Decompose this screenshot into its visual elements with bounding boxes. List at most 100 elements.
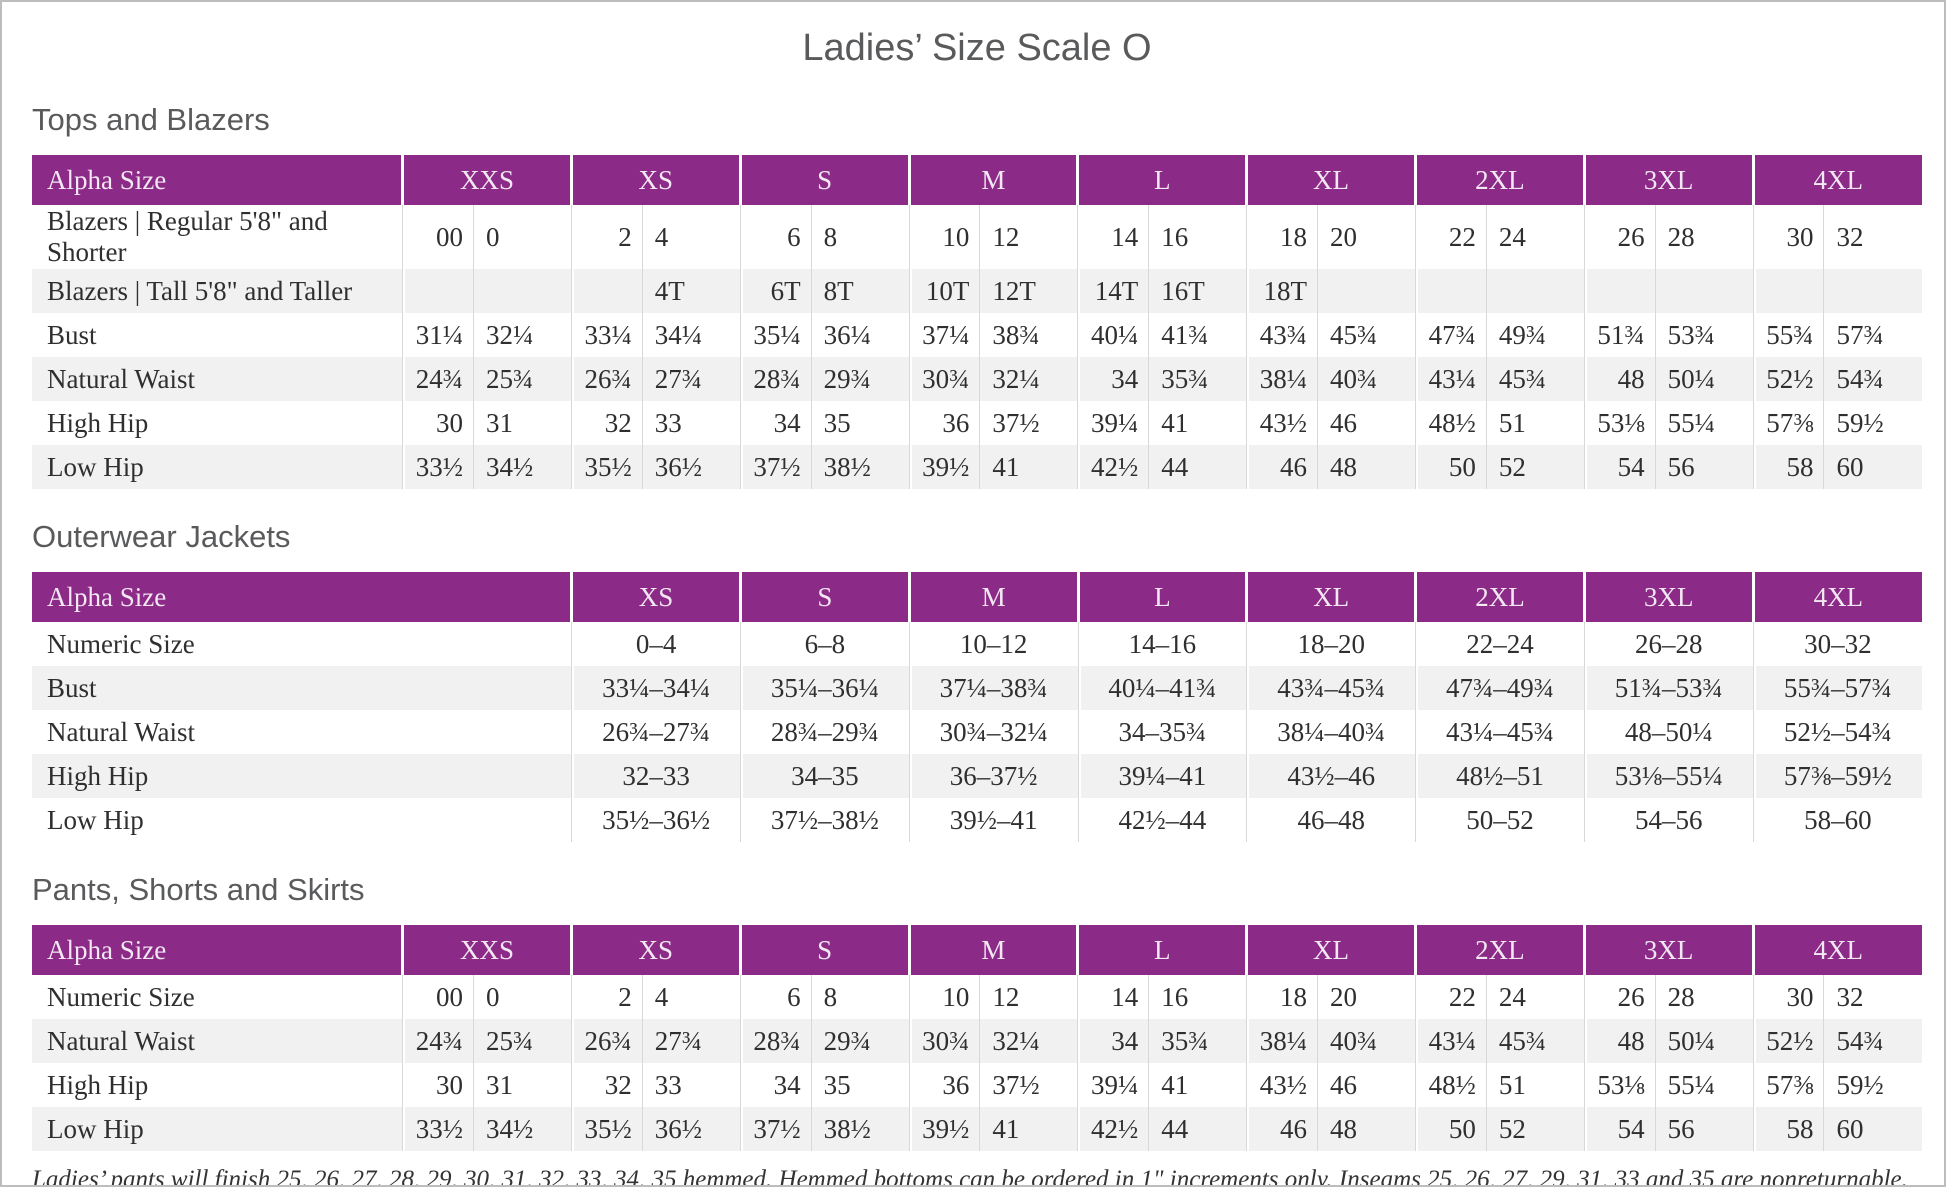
size-cell [570,269,643,313]
row-label: Numeric Size [32,622,572,666]
size-cell: 30 [402,1063,474,1107]
size-range-cell: 42½–44 [1077,798,1247,842]
size-cell: 24 [1485,205,1585,269]
size-cell: 35¾ [1148,1019,1247,1063]
size-cell: 39¼ [1077,1063,1149,1107]
size-cell: 48 [1583,1019,1656,1063]
size-header-row: Alpha Size XS S M L XL 2XL 3XL 4XL [32,572,1922,622]
alpha-size-header: Alpha Size [32,572,572,622]
size-cell: 53⅛ [1583,1063,1656,1107]
size-column-header-2xl: 2XL [1414,572,1585,622]
size-cell: 33½ [402,445,474,489]
size-range-cell: 35½–36½ [571,798,741,842]
size-cell: 4T [641,269,741,313]
size-range-cell: 40¼–41¾ [1077,666,1247,710]
size-column-header-3xl: 3XL [1582,925,1754,975]
size-cell: 33 [641,401,741,445]
size-column-header-l: L [1076,155,1247,205]
size-cell: 32¼ [472,313,572,357]
size-cell: 35 [810,1063,909,1107]
size-cell: 8T [810,269,909,313]
size-cell: 20 [1317,975,1416,1019]
size-cell: 16 [1148,205,1247,269]
size-cell: 48 [1317,1107,1416,1151]
size-cell: 52 [1485,1107,1585,1151]
size-cell: 28 [1654,975,1754,1019]
table-row: Numeric Size 00 0 2 4 6 8 10 12 14 16 18 20 22 24 26 28 3… [32,975,1922,1019]
size-cell: 46 [1317,401,1416,445]
size-range-cell: 48½–51 [1415,754,1585,798]
size-cell: 16 [1148,975,1247,1019]
size-cell: 10 [908,205,980,269]
table-row: Blazers | Regular 5'8" and Shorter 00 0 2 4 6… [32,205,1922,269]
size-range-cell: 58–60 [1752,798,1922,842]
size-cell: 2 [570,975,643,1019]
size-cell: 28¾ [739,357,812,401]
size-cell: 40¼ [1077,313,1149,357]
section-heading-outerwear-jackets: Outerwear Jackets [32,519,291,554]
size-cell: 36½ [641,445,741,489]
size-cell: 55¼ [1654,401,1754,445]
size-cell: 40¾ [1317,357,1416,401]
size-cell: 57⅜ [1752,1063,1824,1107]
size-cell: 26¾ [570,357,643,401]
size-cell: 60 [1823,445,1922,489]
size-cell: 51 [1485,401,1585,445]
table-row: Bust 31¼ 32¼ 33¼ 34¼ 35¼ 36¼ 37¼ 38¾ 40¼ 41¾ 43¾ 45¾… [32,313,1922,357]
size-cell: 30 [1752,205,1824,269]
size-cell: 34 [1077,357,1149,401]
size-cell: 29¾ [810,357,909,401]
size-cell: 34 [739,1063,812,1107]
size-cell: 29¾ [810,1019,909,1063]
table-row: Low Hip 33½ 34½ 35½ 36½ 37½ 38½ 39½ 41 42½ 44 46 48 5… [32,445,1922,489]
size-range-cell: 34–35¾ [1077,710,1247,754]
size-cell: 4 [641,205,741,269]
size-range-cell: 48–50¼ [1583,710,1754,754]
size-column-header-4xl: 4XL [1751,572,1922,622]
alpha-size-header: Alpha Size [32,925,403,975]
size-cell: 53¾ [1654,313,1754,357]
size-cell: 39½ [908,1107,980,1151]
size-range-cell: 18–20 [1246,622,1416,666]
size-cell: 48½ [1414,401,1487,445]
size-range-cell: 26¾–27¾ [571,710,741,754]
size-column-header-2xl: 2XL [1413,155,1585,205]
size-cell: 59½ [1823,1063,1922,1107]
table-row: Low Hip 33½ 34½ 35½ 36½ 37½ 38½ 39½ 41 42½ 44 46 48 5… [32,1107,1922,1151]
size-cell: 30 [402,401,474,445]
row-label: Numeric Size [32,975,403,1019]
size-cell: 54 [1583,445,1656,489]
size-cell: 41 [1148,401,1247,445]
size-range-cell: 28¾–29¾ [739,710,910,754]
size-range-cell: 55¾–57¾ [1752,666,1922,710]
size-cell: 26¾ [570,1019,643,1063]
table-row: Natural Waist 24¾ 25¾ 26¾ 27¾ 28¾ 29¾ 30¾ 32¼ 34 3… [32,1019,1922,1063]
size-column-header-s: S [738,925,909,975]
size-cell: 33½ [402,1107,474,1151]
row-label: Natural Waist [32,357,403,401]
size-cell: 12 [979,975,1078,1019]
size-cell: 52½ [1752,357,1824,401]
size-range-cell: 30–32 [1752,622,1922,666]
size-cell: 30¾ [908,1019,980,1063]
size-cell: 59½ [1823,401,1922,445]
size-cell: 41 [979,1107,1078,1151]
size-range-cell: 33¼–34¼ [571,666,741,710]
size-cell: 35½ [570,1107,643,1151]
footnote: Ladies’ pants will finish 25, 26, 27, 28… [32,1166,1908,1187]
size-column-header-l: L [1076,572,1247,622]
size-cell: 33¼ [570,313,643,357]
size-cell [1752,269,1824,313]
size-cell: 26 [1583,975,1656,1019]
alpha-size-header: Alpha Size [32,155,403,205]
size-cell [1317,269,1416,313]
size-cell: 58 [1752,1107,1824,1151]
size-cell: 6 [739,975,812,1019]
section-heading-tops-and-blazers: Tops and Blazers [32,102,270,137]
size-range-cell: 36–37½ [908,754,1079,798]
size-cell: 35½ [570,445,643,489]
size-cell: 45¾ [1485,1019,1585,1063]
size-cell: 00 [402,205,474,269]
size-header-row: Alpha Size XXS XS S M L XL 2XL 3XL 4XL [32,155,1922,205]
size-range-cell: 39¼–41 [1077,754,1247,798]
